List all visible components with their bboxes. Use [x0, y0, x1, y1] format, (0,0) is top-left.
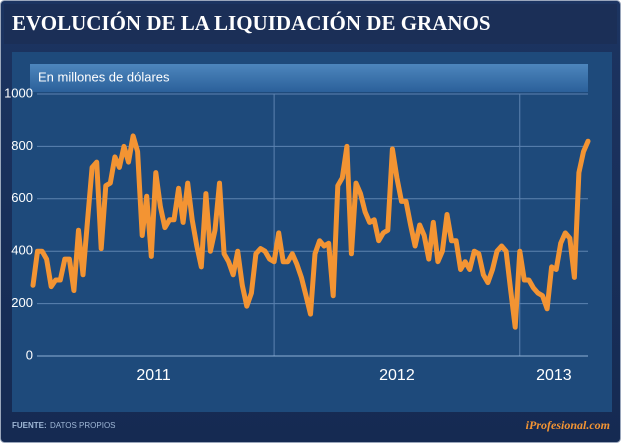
brand: iProfesional.com — [526, 418, 610, 432]
y-tick-label: 1000 — [4, 85, 33, 100]
plot-panel — [12, 52, 612, 412]
y-tick-label: 800 — [11, 138, 33, 153]
x-tick-label: 2012 — [379, 367, 415, 384]
subtitle-bar — [30, 64, 588, 92]
title-bar — [4, 4, 617, 44]
source: DATOS PROPIOS — [50, 421, 116, 430]
source-label: FUENTE: — [12, 421, 47, 430]
y-tick-label: 600 — [11, 190, 33, 205]
line — [30, 133, 591, 330]
x-tick-label: 2011 — [136, 367, 171, 384]
subtitle: En millones de dólares — [38, 69, 170, 84]
chart-title: EVOLUCIÓN DE LA LIQUIDACIÓN DE GRANOS — [12, 11, 491, 35]
y-tick-label: 0 — [26, 347, 33, 362]
y-tick-label: 200 — [11, 295, 33, 310]
y-tick-label: 400 — [11, 243, 33, 258]
x-tick-label: 2013 — [536, 367, 572, 384]
